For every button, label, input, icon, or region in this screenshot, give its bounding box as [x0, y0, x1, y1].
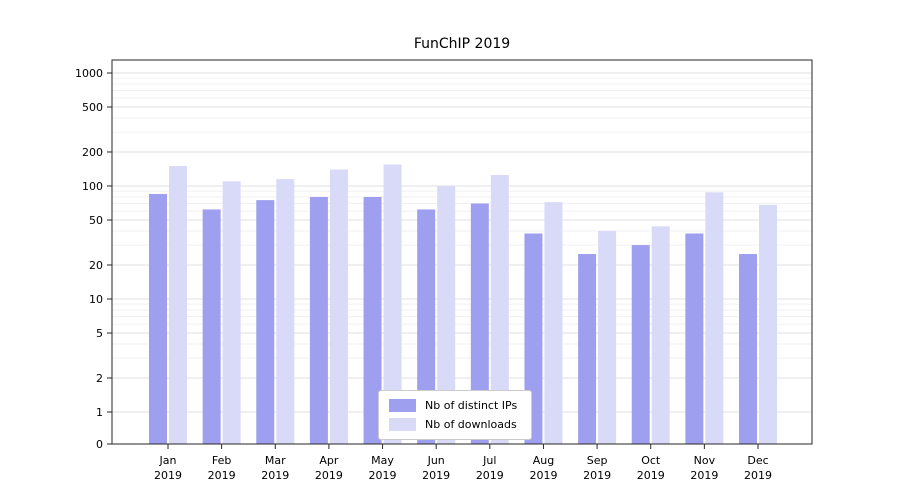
- legend-item-downloads: Nb of downloads: [389, 418, 517, 431]
- chart-title: FunChIP 2019: [413, 36, 511, 52]
- legend-label-downloads: Nb of downloads: [425, 418, 517, 431]
- bar-downloads-jan: [169, 166, 187, 444]
- y-tick-label: 100: [82, 180, 103, 193]
- bar-downloads-mar: [276, 179, 295, 444]
- x-tick-label: Feb 2019: [208, 454, 236, 482]
- bar-downloads-feb: [222, 181, 241, 444]
- y-tick-label: 1: [96, 406, 103, 419]
- y-tick-label: 0: [96, 438, 103, 451]
- y-tick-label: 5: [96, 327, 103, 340]
- bar-ips-dec: [739, 254, 757, 444]
- bar-downloads-apr: [329, 169, 348, 444]
- x-tick-label: Apr 2019: [315, 454, 343, 482]
- y-tick-label: 10: [89, 293, 103, 306]
- x-tick-label: Jun 2019: [422, 454, 450, 482]
- x-tick-label: Aug 2019: [529, 454, 557, 482]
- legend-label-distinct-ips: Nb of distinct IPs: [425, 399, 518, 412]
- x-tick-label: Nov 2019: [690, 454, 718, 482]
- x-tick-label: Jan 2019: [154, 454, 182, 482]
- bar-ips-jan: [149, 193, 167, 444]
- bar-ips-mar: [256, 200, 275, 444]
- y-tick-label: 50: [89, 214, 103, 227]
- bar-ips-oct: [631, 245, 650, 444]
- legend-swatch-downloads: [389, 418, 416, 431]
- y-tick-label: 2: [96, 372, 103, 385]
- x-tick-label: Dec 2019: [744, 454, 772, 482]
- legend-item-distinct-ips: Nb of distinct IPs: [389, 399, 517, 412]
- bar-downloads-may: [383, 164, 402, 444]
- bar-downloads-jul: [490, 175, 509, 444]
- x-tick-label: Oct 2019: [637, 454, 665, 482]
- bar-downloads-oct: [651, 226, 670, 444]
- bar-ips-sep: [578, 254, 597, 444]
- bar-downloads-nov: [705, 192, 724, 444]
- bar-ips-may: [363, 196, 382, 444]
- bar-ips-apr: [309, 196, 328, 444]
- bar-ips-nov: [685, 233, 704, 444]
- legend-swatch-distinct-ips: [389, 399, 416, 412]
- legend: Nb of distinct IPs Nb of downloads: [378, 390, 533, 440]
- bar-downloads-sep: [598, 230, 617, 444]
- bar-ips-jul: [470, 203, 489, 444]
- bar-downloads-jun: [437, 186, 456, 444]
- y-tick-label: 20: [89, 259, 103, 272]
- x-tick-label: Sep 2019: [583, 454, 611, 482]
- x-tick-label: Mar 2019: [261, 454, 289, 482]
- y-tick-label: 200: [82, 146, 103, 159]
- bar-ips-feb: [202, 209, 221, 444]
- y-tick-label: 500: [82, 101, 103, 114]
- x-tick-label: Jul 2019: [476, 454, 504, 482]
- bar-downloads-dec: [759, 204, 777, 444]
- y-tick-label: 1000: [75, 67, 103, 80]
- bar-downloads-aug: [544, 202, 563, 444]
- x-tick-label: May 2019: [369, 454, 397, 482]
- plot-frame: [111, 59, 813, 445]
- bar-ips-jun: [417, 209, 436, 444]
